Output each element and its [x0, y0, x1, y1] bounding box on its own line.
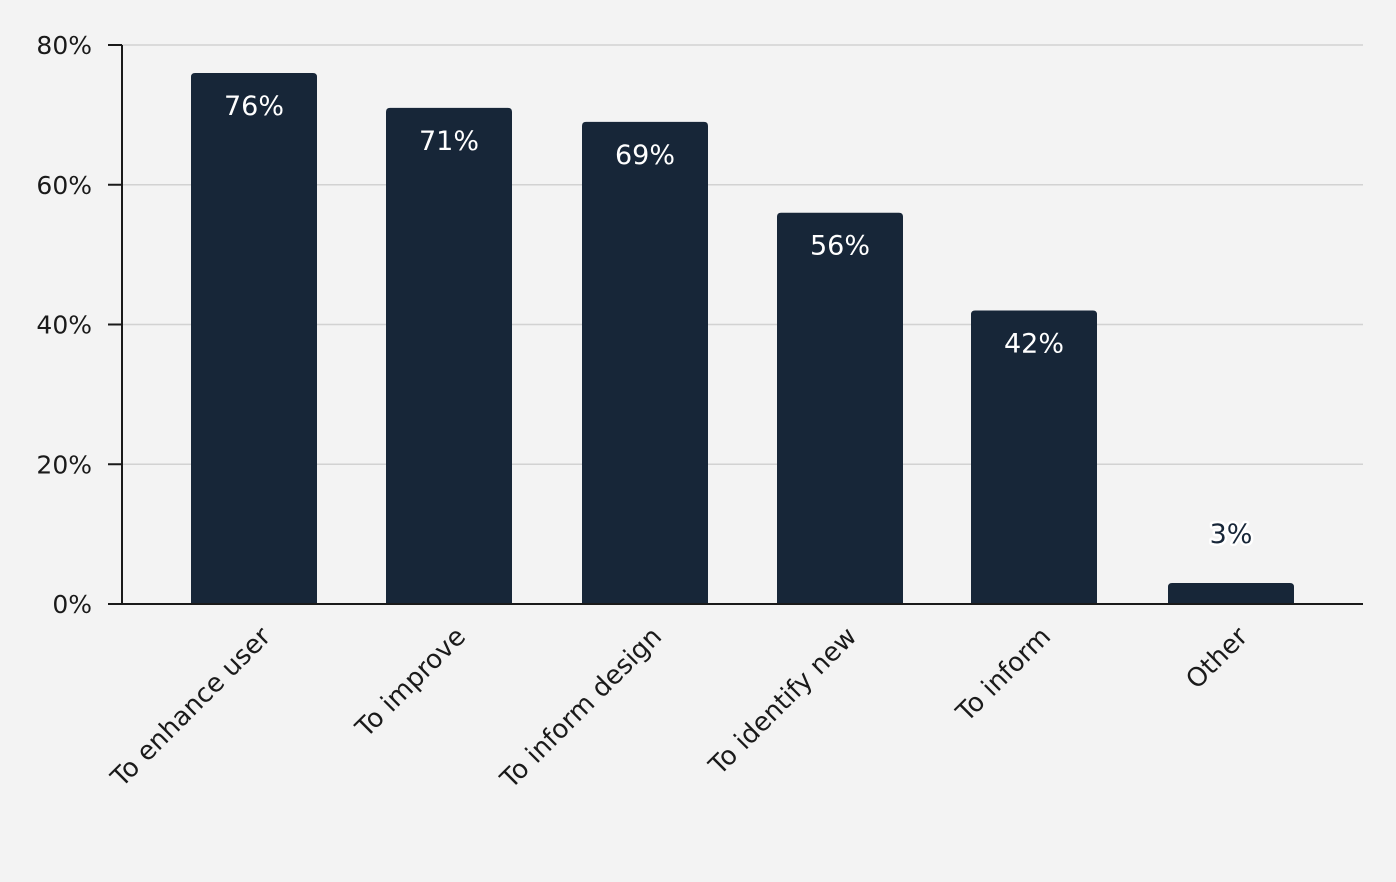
- data-label: 3%: [1210, 519, 1253, 550]
- data-label: 56%: [810, 231, 870, 262]
- x-tick-label: To enhance user: [105, 622, 277, 794]
- x-tick-label: To identify new: [703, 622, 863, 782]
- x-tick-label: Other: [1181, 622, 1255, 696]
- bars: [191, 72, 1294, 605]
- x-tick-label: To inform design: [494, 622, 668, 796]
- bar: [191, 72, 317, 604]
- bar: [582, 121, 708, 605]
- y-tick-label: 40%: [36, 311, 92, 340]
- y-axis-ticks: 0% 20% 40% 60% 80%: [36, 31, 122, 619]
- x-tick-label: To inform: [950, 622, 1057, 729]
- x-tick-label: To improve: [350, 622, 472, 744]
- data-label: 69%: [615, 140, 675, 171]
- y-tick-label: 60%: [36, 171, 92, 200]
- bar: [777, 212, 903, 604]
- y-tick-label: 0%: [52, 590, 92, 619]
- y-tick-label: 20%: [36, 450, 92, 479]
- data-label: 42%: [1004, 329, 1064, 360]
- data-label: 76%: [224, 91, 284, 122]
- gridlines: [122, 44, 1363, 465]
- bar: [386, 107, 512, 604]
- y-tick-label: 80%: [36, 31, 92, 60]
- data-label: 71%: [419, 126, 479, 157]
- data-labels: 76% 71% 69% 56% 42% 3%: [224, 91, 1255, 553]
- bar: [1168, 583, 1294, 604]
- x-axis-ticks: To enhance user To improve To inform desig…: [105, 622, 1254, 796]
- bar: [971, 310, 1097, 604]
